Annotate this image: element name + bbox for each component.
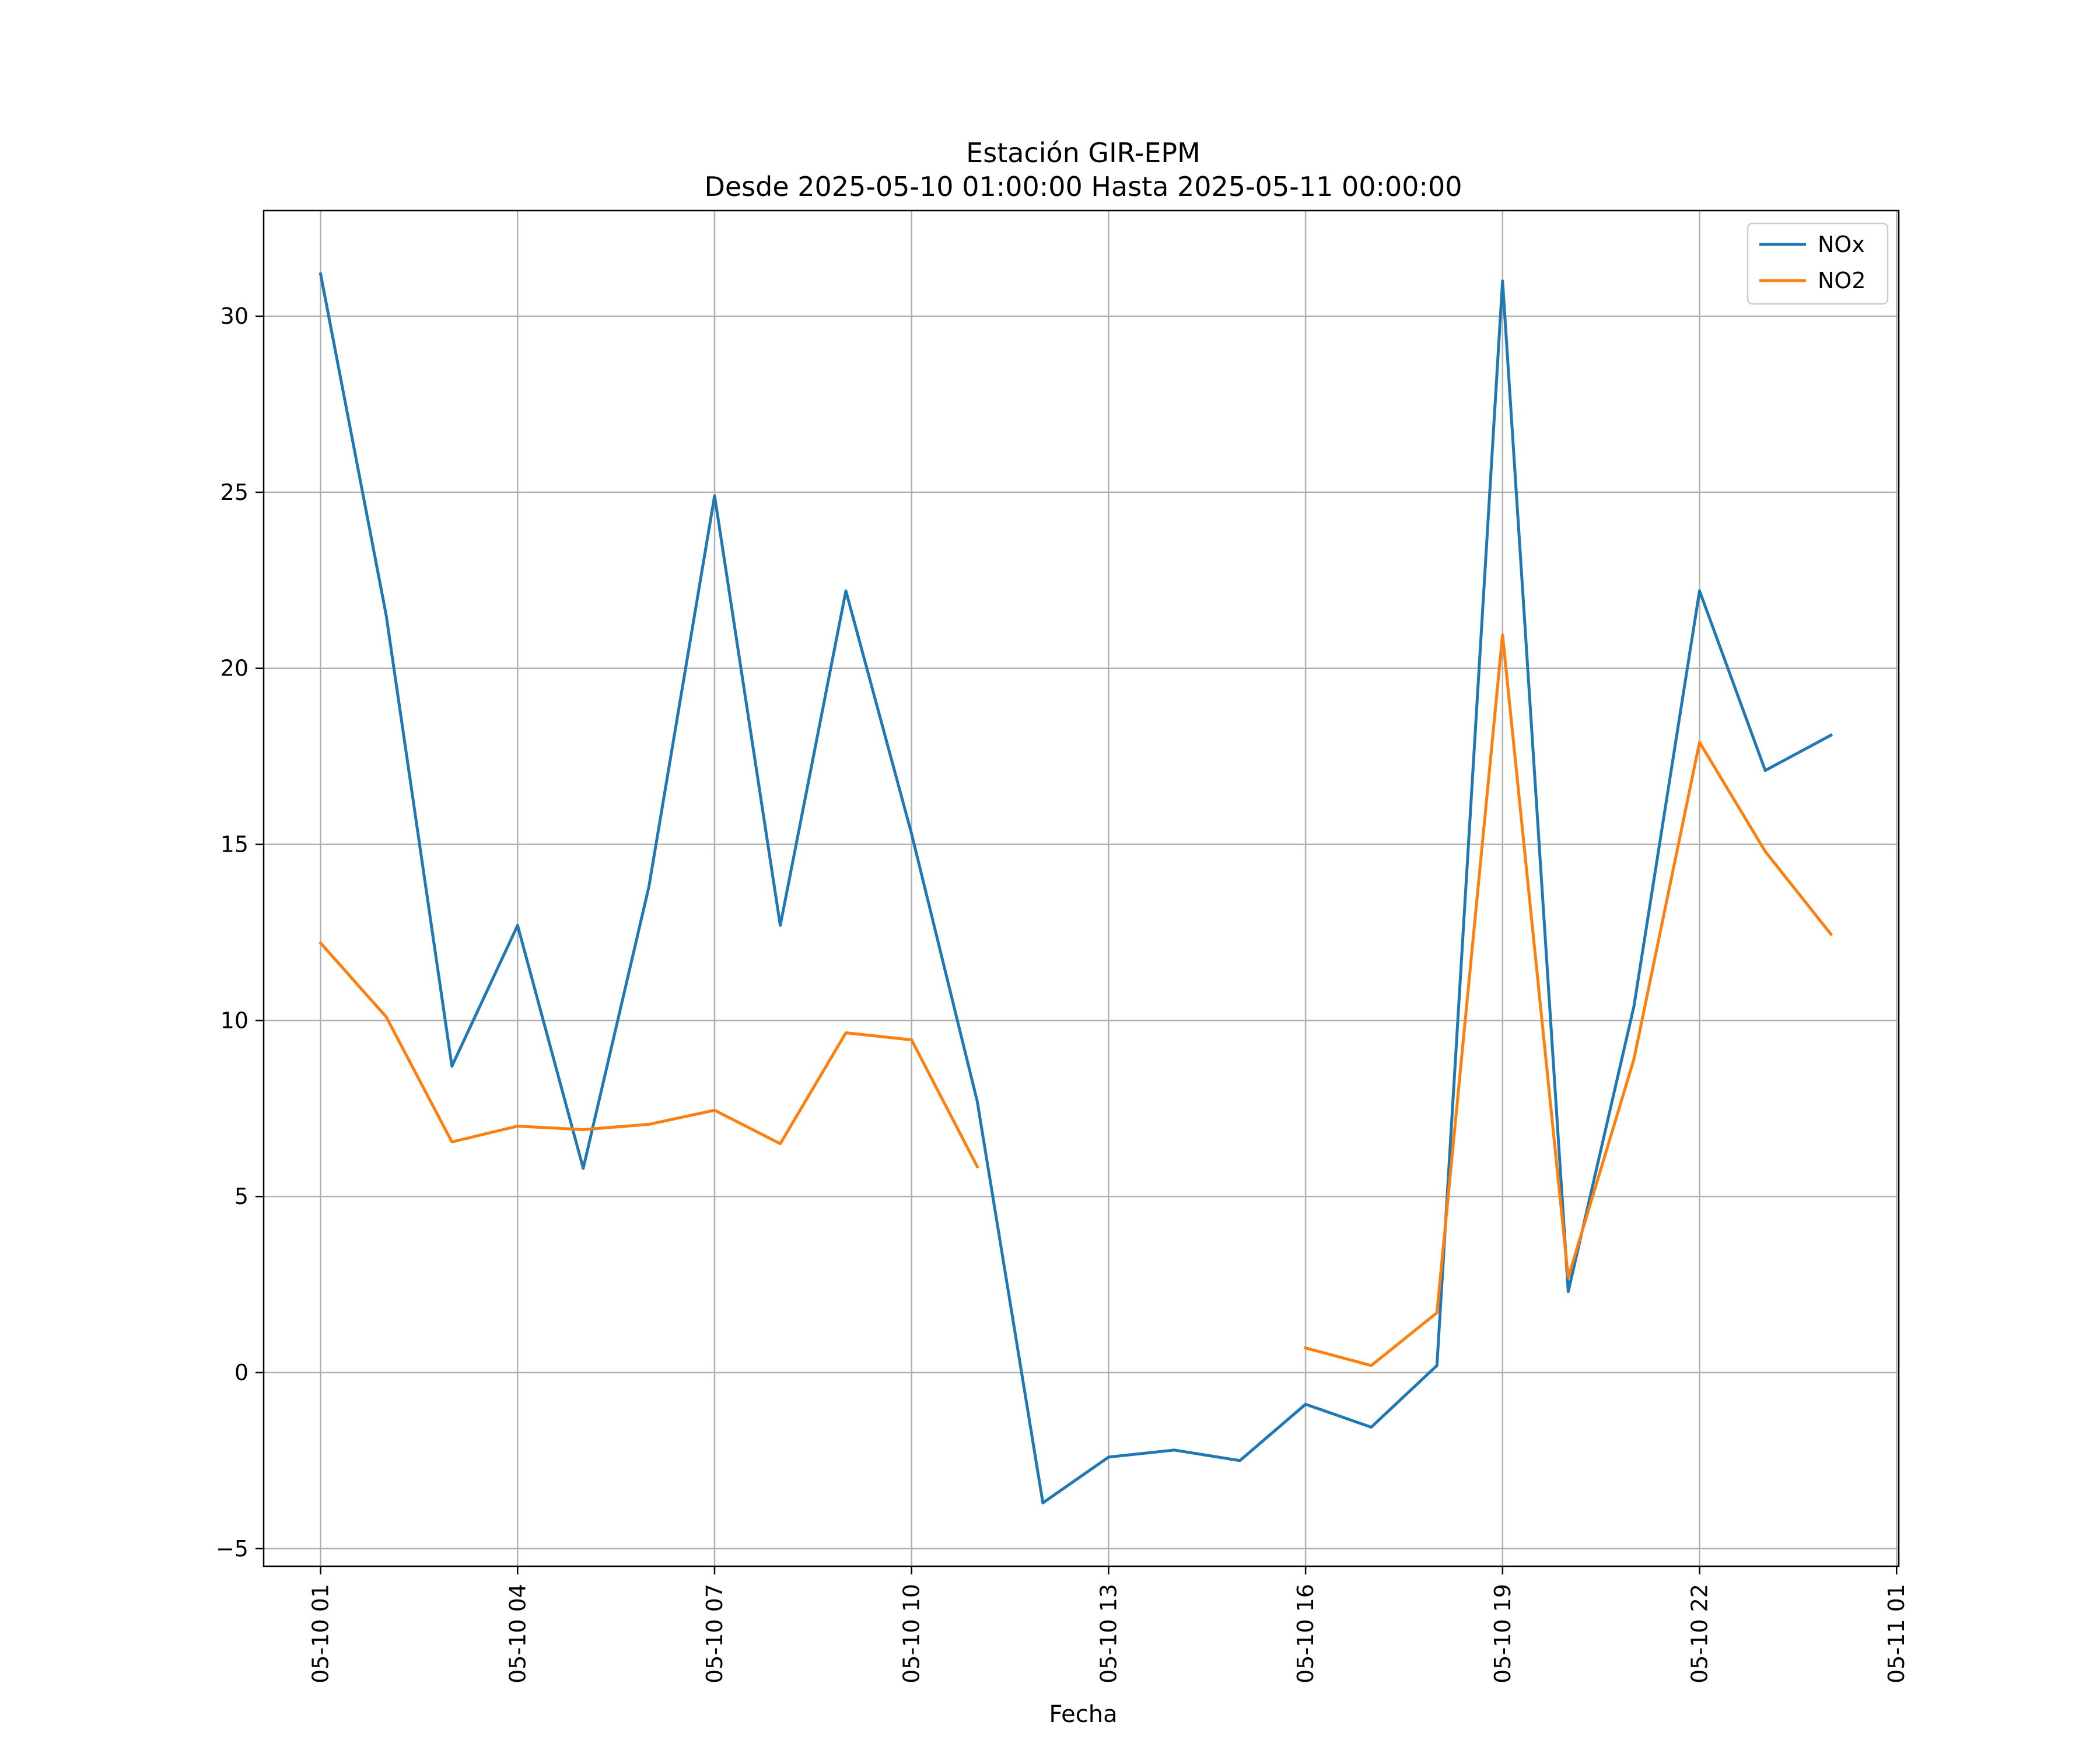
- x-tick-label: 05-10 10: [899, 1584, 925, 1684]
- plot-area-frame: [262, 209, 1900, 1567]
- x-tick-label: 05-10 22: [1687, 1584, 1713, 1684]
- y-tick-label: 0: [235, 1360, 249, 1385]
- y-tick-label: 10: [220, 1007, 249, 1033]
- legend-label-nox: NOx: [1818, 232, 1865, 257]
- x-axis-label: Fecha: [1049, 1701, 1117, 1728]
- axis-ticks: 05-10 01 05-10 04 05-10 07 05-10 10 05-10 13…: [216, 303, 1909, 1684]
- x-tick-label: 05-10 04: [505, 1584, 530, 1684]
- legend: NOx NO2: [1746, 222, 1889, 305]
- grid: [264, 211, 1899, 1566]
- y-tick-label: 25: [220, 480, 249, 505]
- y-tick-label: −5: [216, 1536, 249, 1562]
- chart-subtitle: Desde 2025-05-10 01:00:00 Hasta 2025-05-…: [704, 171, 1462, 202]
- y-tick-label: 5: [235, 1184, 249, 1209]
- series-line-nox: [318, 272, 1833, 1504]
- x-tick-label: 05-11 01: [1884, 1584, 1909, 1684]
- series-line-no2: [318, 633, 1833, 1367]
- chart-title: Estación GIR-EPM: [966, 137, 1200, 169]
- y-tick-label: 20: [220, 656, 249, 681]
- x-tick-label: 05-10 01: [308, 1584, 334, 1684]
- series-lines: [318, 272, 1833, 1504]
- x-tick-label: 05-10 19: [1490, 1584, 1516, 1684]
- x-tick-label: 05-10 07: [702, 1584, 727, 1684]
- y-tick-label: 15: [220, 832, 249, 858]
- y-tick-label: 30: [220, 303, 249, 329]
- x-tick-label: 05-10 13: [1096, 1584, 1121, 1684]
- legend-label-no2: NO2: [1818, 268, 1866, 293]
- x-tick-label: 05-10 16: [1293, 1584, 1318, 1684]
